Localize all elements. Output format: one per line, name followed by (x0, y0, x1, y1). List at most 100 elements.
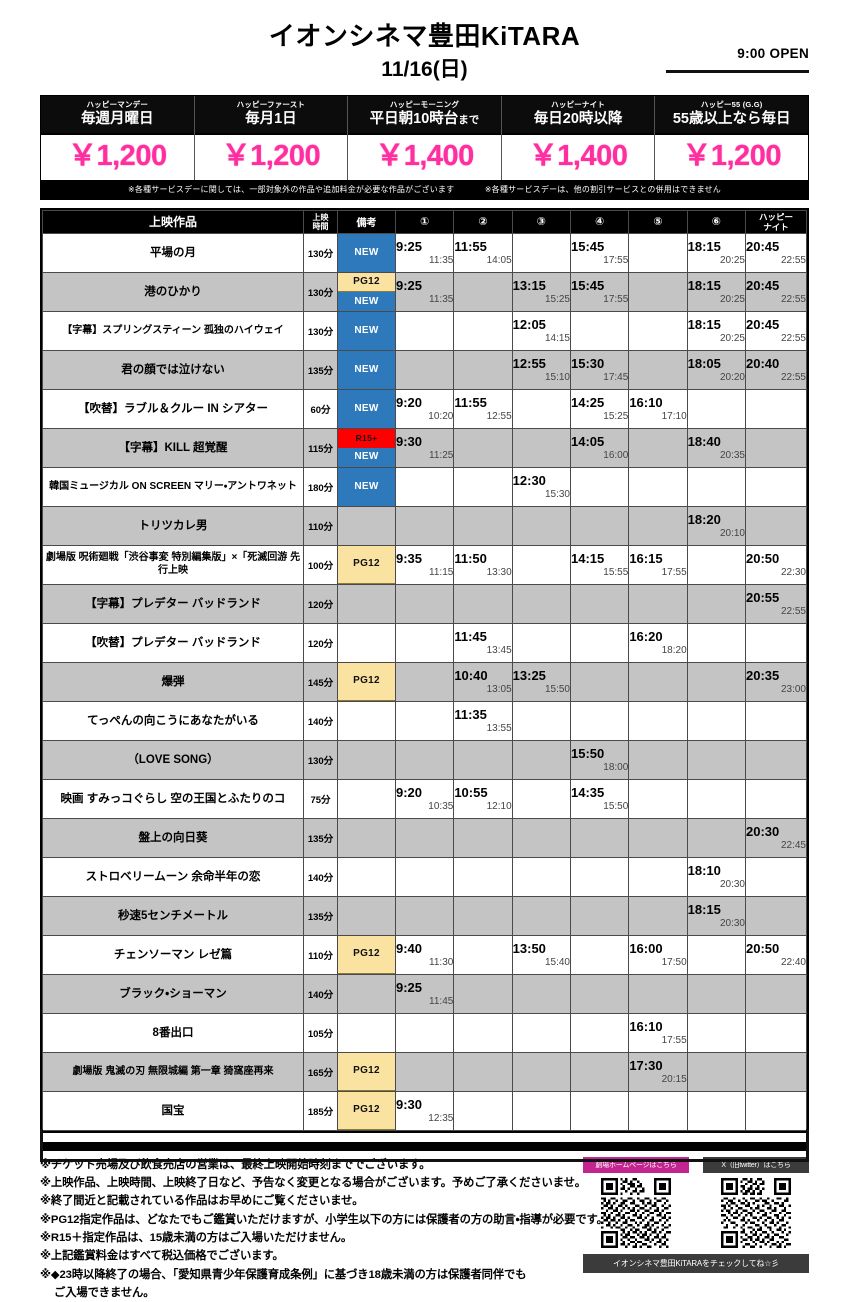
showtime-cell[interactable]: 13:15 15:25 (511, 271, 571, 312)
showtime-cell[interactable]: 9:20 10:35 (394, 778, 455, 819)
showtime-cell[interactable]: 20:50 22:30 (745, 544, 807, 585)
movie-title[interactable]: チェンソーマン レゼ篇 (42, 934, 304, 975)
movie-title[interactable]: 8番出口 (42, 1012, 304, 1053)
showtime-cell[interactable]: 15:45 17:55 (569, 271, 630, 312)
movie-title[interactable]: （LOVE SONG） (42, 739, 304, 780)
showtime-cell[interactable]: 20:35 23:00 (745, 661, 807, 702)
showtime-cell[interactable]: 11:50 13:30 (453, 544, 513, 585)
movie-title[interactable]: 映画 すみっコぐらし 空の王国とふたりのコ (42, 778, 304, 819)
showtime-cell[interactable]: 9:40 11:30 (394, 934, 455, 975)
movie-title[interactable]: 【字幕】KILL 超覚醒 (42, 427, 304, 468)
showtime-cell[interactable]: 18:40 20:35 (686, 427, 747, 468)
showtime-cell[interactable]: 14:25 15:25 (569, 388, 630, 429)
movie-title[interactable]: トリツカレ男 (42, 505, 304, 546)
showtime-start: 9:20 (396, 784, 423, 800)
showtime-cell[interactable]: 18:15 20:25 (686, 232, 747, 273)
showtime-start: 14:05 (570, 433, 605, 449)
movie-title[interactable]: 【字幕】プレデター バッドランド (42, 583, 304, 624)
showtime-cell[interactable]: 20:45 22:55 (745, 232, 807, 273)
showtime-cell[interactable]: 14:35 15:50 (569, 778, 630, 819)
movie-title[interactable]: 盤上の向日葵 (42, 817, 304, 858)
showtime-cell[interactable]: 12:05 14:15 (511, 310, 571, 351)
movie-note-badges: NEW (337, 310, 396, 351)
showtime-cell[interactable]: 18:05 20:20 (686, 349, 747, 390)
showtime-cell[interactable]: 18:10 20:30 (686, 856, 747, 897)
showtime-cell[interactable]: 12:55 15:10 (511, 349, 571, 390)
showtime-cell-empty (511, 817, 571, 858)
showtime-cell[interactable]: 14:05 16:00 (569, 427, 630, 468)
showtime-cell[interactable]: 18:15 20:30 (686, 895, 747, 936)
showtime-cell[interactable]: 20:30 22:45 (745, 817, 807, 858)
showtime-cell[interactable]: 20:45 22:55 (745, 310, 807, 351)
qr-code-x-twitter-icon[interactable] (721, 1177, 791, 1248)
showtime-cell[interactable]: 20:50 22:40 (745, 934, 807, 975)
table-row: 【字幕】スプリングスティーン 孤独のハイウェイ 130分 NEW 12:05 14:15… (42, 310, 807, 351)
showtime-cell[interactable]: 13:50 15:40 (511, 934, 571, 975)
movie-title[interactable]: 韓国ミュージカル ON SCREEN マリー・アントワネット (42, 466, 304, 507)
movie-duration: 185分 (303, 1090, 338, 1131)
showtime-cell[interactable]: 15:50 18:00 (569, 739, 630, 780)
showtime-cell-empty (628, 310, 688, 351)
showtime-cell[interactable]: 11:55 14:05 (453, 232, 513, 273)
showtime-cell[interactable]: 16:10 17:10 (628, 388, 688, 429)
qr-code-homepage-icon[interactable] (601, 1177, 671, 1248)
showtime-cell[interactable]: 9:25 11:35 (394, 232, 455, 273)
showtime-cell[interactable]: 16:00 17:50 (628, 934, 688, 975)
movie-note-badges: PG12 (337, 934, 396, 975)
showtime-cell[interactable]: 11:45 13:45 (453, 622, 513, 663)
showtime-cell[interactable]: 20:55 22:55 (745, 583, 807, 624)
showtime-cell[interactable]: 15:45 17:55 (569, 232, 630, 273)
movie-title[interactable]: 劇場版 呪術廻戦「渋谷事変 特別編集版」×「死滅回游 先行上映 (42, 544, 304, 585)
movie-title[interactable]: 【字幕】スプリングスティーン 孤独のハイウェイ (42, 310, 304, 351)
showtime-cell[interactable]: 10:40 13:05 (453, 661, 513, 702)
showtime-cell[interactable]: 9:30 12:35 (394, 1090, 455, 1131)
movie-title[interactable]: 劇場版 鬼滅の刃 無限城編 第一章 猗窩座再来 (42, 1051, 304, 1092)
movie-title[interactable]: 国宝 (42, 1090, 304, 1131)
movie-title[interactable]: ブラック・ショーマン (42, 973, 304, 1014)
showtime-cell-empty (628, 271, 688, 312)
showtime-cell[interactable]: 18:15 20:25 (686, 271, 747, 312)
movie-title[interactable]: 君の顔では泣けない (42, 349, 304, 390)
movie-note-badges (337, 778, 396, 819)
movie-title[interactable]: てっぺんの向こうにあなたがいる (42, 700, 304, 741)
showtime-cell[interactable]: 10:55 12:10 (453, 778, 513, 819)
price-column: ハッピーモーニング 平日朝10時台まで ￥1,400 (348, 95, 502, 180)
showtime-cell[interactable]: 9:30 11:25 (394, 427, 455, 468)
showtime-cell[interactable]: 16:20 18:20 (628, 622, 688, 663)
movie-title[interactable]: 【吹替】ラブル＆クルー IN シアター (42, 388, 304, 429)
showtime-cell[interactable]: 18:15 20:25 (686, 310, 747, 351)
showtime-cell[interactable]: 9:25 11:45 (394, 973, 455, 1014)
movie-title[interactable]: 爆弾 (42, 661, 304, 702)
showtime-cell[interactable]: 14:15 15:55 (569, 544, 630, 585)
showtime-cell[interactable]: 11:35 13:55 (453, 700, 513, 741)
showtime-cell[interactable]: 20:40 22:55 (745, 349, 807, 390)
showtime-cell[interactable]: 9:35 11:15 (394, 544, 455, 585)
showtime-cell[interactable]: 16:15 17:55 (628, 544, 688, 585)
showtime-cell[interactable]: 12:30 15:30 (511, 466, 571, 507)
showtime-cell[interactable]: 9:20 10:20 (394, 388, 455, 429)
showtime-cell[interactable]: 9:25 11:35 (394, 271, 455, 312)
showtime-cell[interactable]: 15:30 17:45 (569, 349, 630, 390)
movie-title[interactable]: 【吹替】プレデター バッドランド (42, 622, 304, 663)
showtime-cell-empty (511, 232, 571, 273)
showtime-cell[interactable]: 13:25 15:50 (511, 661, 571, 702)
showtime-start: 18:15 (687, 277, 721, 293)
price-head: ハッピー55 (G.G) 55歳以上なら毎日 (655, 95, 808, 133)
showtime-end: 23:00 (780, 683, 806, 695)
movie-title[interactable]: 港のひかり (42, 271, 304, 312)
movie-title[interactable]: 秒速5センチメートル (42, 895, 304, 936)
table-row: 8番出口 105分 16:10 17:55 (42, 1012, 807, 1053)
movie-note-badges (337, 700, 396, 741)
showtime-cell[interactable]: 18:20 20:10 (686, 505, 747, 546)
showtime-cell[interactable]: 17:30 20:15 (628, 1051, 688, 1092)
movie-title[interactable]: 平場の月 (42, 232, 304, 273)
showtime-cell[interactable]: 11:55 12:55 (453, 388, 513, 429)
movie-title[interactable]: ストロベリームーン 余命半年の恋 (42, 856, 304, 897)
showtime-cell-empty (745, 466, 807, 507)
showtime-cell[interactable]: 16:10 17:55 (628, 1012, 688, 1053)
movie-duration: 135分 (303, 895, 338, 936)
showtime-cell[interactable]: 20:45 22:55 (745, 271, 807, 312)
happy-line2: ナイト (763, 221, 789, 232)
showtime-start: 11:35 (454, 706, 487, 722)
showtime-cell-empty (569, 505, 630, 546)
